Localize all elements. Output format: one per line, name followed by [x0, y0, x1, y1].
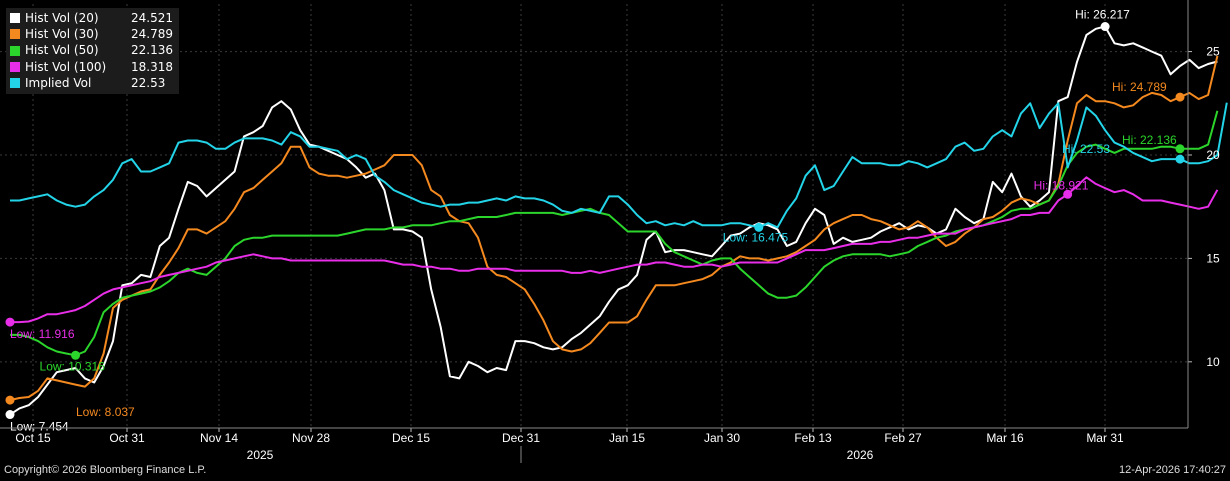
annotation-label: Low: 8.037	[76, 405, 135, 419]
series-line-2	[10, 110, 1219, 357]
x-tick-label: Mar 31	[1086, 431, 1124, 445]
series-line-0	[9, 25, 1218, 416]
legend-item: Hist Vol (20) 24.521	[10, 10, 173, 26]
y-tick-label: 10	[1206, 355, 1220, 369]
x-tick-label: Dec 15	[392, 431, 430, 445]
extreme-marker	[1175, 92, 1185, 102]
series-line-4	[10, 102, 1228, 229]
legend-name: Hist Vol (30)	[25, 27, 99, 42]
legend-item: Hist Vol (30) 24.789	[10, 26, 173, 42]
legend-value: 24.521	[131, 11, 173, 25]
x-tick-label: Mar 16	[986, 431, 1024, 445]
annotation-label: Low: 7.454	[10, 420, 69, 434]
timestamp-text: 12-Apr-2026 17:40:27	[1118, 464, 1226, 476]
x-tick-label: Nov 28	[292, 431, 330, 445]
extreme-marker	[1175, 154, 1185, 164]
x-tick-label: Feb 27	[884, 431, 922, 445]
extreme-marker	[1100, 22, 1110, 32]
legend-swatch	[10, 13, 20, 24]
legend-swatch	[10, 77, 20, 88]
legend-swatch	[10, 45, 20, 56]
extreme-marker	[1175, 144, 1185, 154]
annotation-label: Hi: 24.789	[1112, 80, 1167, 94]
annotation-label: Low: 10.316	[40, 359, 106, 373]
extreme-marker	[5, 395, 15, 405]
year-label: 2025	[247, 448, 274, 462]
series-lines	[9, 25, 1228, 416]
x-tick-label: Dec 31	[502, 431, 540, 445]
annotation-label: Hi: 22.136	[1122, 133, 1177, 147]
series-line-3	[10, 176, 1219, 324]
extreme-marker	[5, 410, 15, 420]
extreme-marker	[5, 317, 15, 327]
legend-name: Implied Vol	[25, 75, 92, 90]
legend-name: Hist Vol (50)	[25, 43, 99, 58]
legend-item: Hist Vol (100) 18.318	[10, 59, 173, 75]
legend-swatch	[10, 29, 20, 40]
legend-name: Hist Vol (100)	[25, 59, 107, 74]
annotation-label: Low: 11.916	[10, 327, 75, 341]
x-tick-label: Oct 15	[15, 431, 51, 445]
y-tick-label: 20	[1206, 148, 1220, 162]
legend-value: 18.318	[131, 59, 173, 74]
legend-value: 22.136	[131, 43, 173, 58]
legend-name: Hist Vol (20)	[25, 11, 99, 25]
annotation-label: Hi: 18.921	[1034, 178, 1089, 192]
x-tick-label: Nov 14	[200, 431, 238, 445]
copyright-text: Copyright© 2026 Bloomberg Finance L.P.	[4, 464, 207, 476]
annotation-label: Hi: 22.53	[1062, 142, 1110, 156]
extreme-marker	[754, 222, 764, 232]
legend-value: 24.789	[131, 27, 173, 42]
legend-swatch	[10, 61, 20, 72]
x-tick-label: Jan 30	[704, 431, 740, 445]
annotation-label: Low: 16.475	[723, 230, 789, 244]
legend: Hist Vol (20) 24.521 Hist Vol (30) 24.789 Hi…	[6, 8, 179, 95]
legend-value: 22.53	[131, 75, 166, 90]
y-tick-label: 15	[1206, 251, 1220, 265]
legend-item: Hist Vol (50) 22.136	[10, 42, 173, 58]
extreme-marker	[71, 350, 81, 360]
annotation-label: Hi: 26.217	[1075, 8, 1130, 22]
x-tick-label: Feb 13	[794, 431, 832, 445]
x-tick-label: Oct 31	[109, 431, 145, 445]
legend-item: Implied Vol 22.53	[10, 75, 173, 91]
year-label: 2026	[847, 448, 874, 462]
y-tick-label: 25	[1206, 45, 1220, 59]
extreme-markers	[5, 22, 1185, 420]
extreme-marker	[1063, 189, 1073, 199]
series-line-1	[9, 55, 1219, 402]
annotation-labels: Hi: 26.217 Low: 7.454 Hi: 24.789 Low: 8.037…	[10, 8, 1177, 434]
x-tick-label: Jan 15	[609, 431, 645, 445]
